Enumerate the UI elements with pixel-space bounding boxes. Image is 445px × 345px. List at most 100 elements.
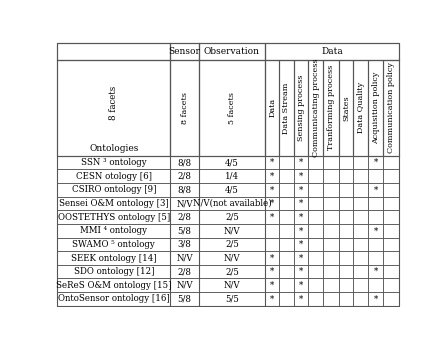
Bar (279, 183, 294, 197)
Text: *: * (299, 226, 303, 235)
Text: 5/8: 5/8 (178, 226, 191, 235)
Text: Sensor: Sensor (169, 47, 201, 56)
Bar (279, 278, 294, 292)
Bar (353, 292, 368, 306)
Bar (308, 292, 324, 306)
Text: Ontologies: Ontologies (89, 144, 138, 152)
Bar (324, 156, 339, 169)
Text: *: * (270, 281, 274, 290)
Bar (265, 197, 279, 210)
Bar (57, 238, 170, 251)
Text: CSIRO ontology [9]: CSIRO ontology [9] (72, 185, 156, 194)
Bar (353, 210, 368, 224)
Bar (324, 183, 339, 197)
Bar (383, 183, 399, 197)
Text: *: * (270, 267, 274, 276)
Text: SeReS O&M ontology [15]: SeReS O&M ontology [15] (56, 281, 171, 290)
Bar (368, 156, 383, 169)
Bar (368, 183, 383, 197)
Bar (170, 265, 199, 278)
Bar (368, 292, 383, 306)
Bar (199, 238, 265, 251)
Text: N/V: N/V (176, 199, 193, 208)
Bar (279, 265, 294, 278)
Bar (294, 278, 308, 292)
Text: 4/5: 4/5 (225, 185, 239, 194)
Bar (57, 210, 170, 224)
Bar (353, 197, 368, 210)
Text: Data: Data (268, 98, 276, 117)
Text: OOSTETHYS ontology [5]: OOSTETHYS ontology [5] (58, 213, 170, 221)
Text: *: * (270, 254, 274, 263)
Bar (368, 278, 383, 292)
Bar (57, 265, 170, 278)
Bar (57, 292, 170, 306)
Bar (279, 197, 294, 210)
Bar (324, 224, 339, 238)
Bar (199, 224, 265, 238)
Bar (353, 251, 368, 265)
Bar (324, 60, 339, 156)
Bar (339, 238, 353, 251)
Bar (279, 60, 294, 156)
Text: 1/4: 1/4 (225, 172, 239, 181)
Bar (383, 292, 399, 306)
Bar (353, 238, 368, 251)
Text: 2/8: 2/8 (178, 213, 191, 221)
Text: Data Quality: Data Quality (356, 82, 364, 134)
Bar (170, 60, 199, 156)
Bar (170, 197, 199, 210)
Bar (279, 292, 294, 306)
Text: Communication policy: Communication policy (387, 62, 395, 153)
Text: *: * (299, 172, 303, 181)
Text: *: * (299, 294, 303, 303)
Bar (339, 183, 353, 197)
Text: 2/8: 2/8 (178, 172, 191, 181)
Text: Data: Data (321, 47, 343, 56)
Bar (170, 156, 199, 169)
Text: N/V: N/V (223, 226, 240, 235)
Bar (308, 183, 324, 197)
Bar (279, 156, 294, 169)
Bar (294, 197, 308, 210)
Bar (57, 278, 170, 292)
Text: 2/5: 2/5 (225, 267, 239, 276)
Text: *: * (270, 294, 274, 303)
Text: 5/5: 5/5 (225, 294, 239, 303)
Text: Tranforming process: Tranforming process (327, 65, 335, 150)
Bar (368, 238, 383, 251)
Bar (368, 197, 383, 210)
Text: *: * (373, 294, 378, 303)
Bar (265, 251, 279, 265)
Bar (294, 60, 308, 156)
Text: States: States (342, 95, 350, 121)
Bar (383, 210, 399, 224)
Bar (308, 224, 324, 238)
Text: SWAMO ⁵ ontology: SWAMO ⁵ ontology (73, 240, 155, 249)
Text: *: * (299, 213, 303, 221)
Text: *: * (373, 226, 378, 235)
Bar (57, 224, 170, 238)
Text: *: * (299, 158, 303, 167)
Bar (383, 169, 399, 183)
Bar (294, 265, 308, 278)
Bar (199, 278, 265, 292)
Bar (279, 251, 294, 265)
Text: 8 facets: 8 facets (181, 92, 189, 124)
Bar (265, 292, 279, 306)
Bar (324, 238, 339, 251)
Bar (279, 210, 294, 224)
Bar (199, 156, 265, 169)
Bar (308, 156, 324, 169)
Bar (170, 251, 199, 265)
Text: *: * (270, 172, 274, 181)
Bar (265, 224, 279, 238)
Bar (368, 224, 383, 238)
Bar (339, 251, 353, 265)
Bar (57, 156, 170, 169)
Text: 3/8: 3/8 (178, 240, 191, 249)
Bar (199, 210, 265, 224)
Bar (199, 169, 265, 183)
Bar (383, 224, 399, 238)
Bar (265, 210, 279, 224)
